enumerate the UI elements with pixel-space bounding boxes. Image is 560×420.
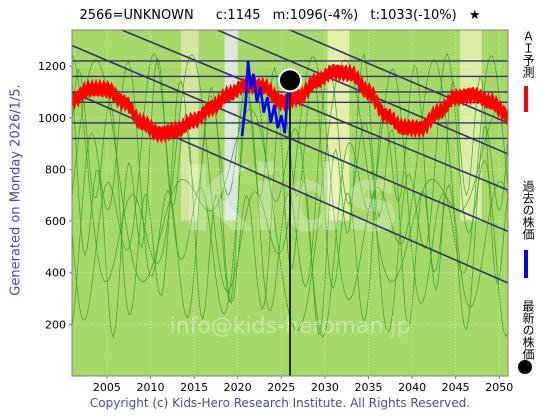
x-tick-label: 2040 xyxy=(398,381,426,394)
trend-line xyxy=(215,30,508,155)
copyright: Copyright (c) Kids-Hero Research Institu… xyxy=(89,396,471,410)
y-tick-label: 800 xyxy=(45,163,66,176)
y-tick-label: 1000 xyxy=(38,112,66,125)
y-tick-label: 200 xyxy=(45,318,66,331)
legend-past: 過去の株価 xyxy=(512,180,542,280)
legend-forecast: ＡＩ予測 xyxy=(512,30,542,120)
current-price: c:1145 xyxy=(215,8,261,23)
legend-past-swatch xyxy=(524,250,528,278)
mid-price: m:1096(-4%) xyxy=(272,8,359,23)
y-tick-label: 400 xyxy=(45,267,66,280)
y-tick-label: 600 xyxy=(45,215,66,228)
x-tick-label: 2010 xyxy=(136,381,164,394)
stock-code: 2566=UNKNOWN xyxy=(79,8,194,23)
legend-past-label: 過去の株価 xyxy=(521,180,535,240)
legend-latest: 最新の株価 xyxy=(512,300,542,390)
legend-latest-label: 最新の株価 xyxy=(521,300,535,360)
legend-forecast-label: ＡＩ予測 xyxy=(521,30,535,78)
legend-latest-dot xyxy=(518,360,532,374)
star-icon: ★ xyxy=(468,8,481,23)
x-tick-label: 2025 xyxy=(267,381,295,394)
x-tick-label: 2030 xyxy=(311,381,339,394)
x-tick-label: 2015 xyxy=(180,381,208,394)
x-tick-label: 2045 xyxy=(442,381,470,394)
highlight-band xyxy=(460,30,482,221)
plot-frame xyxy=(71,29,509,377)
legend-forecast-swatch xyxy=(524,86,528,112)
legend: ＡＩ予測 過去の株価 最新の株価 xyxy=(512,30,542,380)
past-price-line xyxy=(240,60,290,137)
x-tick-label: 2035 xyxy=(354,381,382,394)
y-tick-label: 1200 xyxy=(38,60,66,73)
latest-price-marker xyxy=(278,68,302,93)
x-tick-label: 2005 xyxy=(93,381,121,394)
chart-header: 2566=UNKNOWN c:1145 m:1096(-4%) t:1033(-… xyxy=(0,8,560,23)
x-tick-label: 2020 xyxy=(224,381,252,394)
x-tick-label: 2050 xyxy=(485,381,513,394)
trend-line xyxy=(287,30,508,124)
target-price: t:1033(-10%) xyxy=(370,8,457,23)
